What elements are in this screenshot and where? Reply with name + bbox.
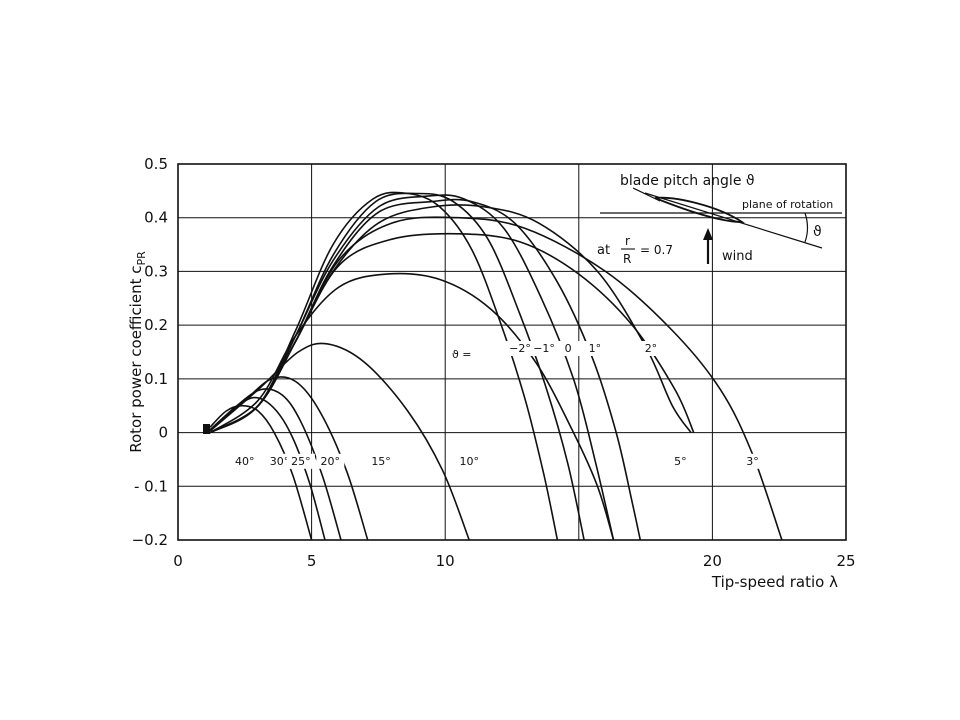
curve-label-15°: 15° <box>371 455 391 468</box>
x-tick-label: 20 <box>703 552 722 570</box>
curve-pitch-2° <box>209 204 692 434</box>
y-tick-label: 0 <box>158 424 168 442</box>
x-tick-label: 10 <box>436 552 455 570</box>
curve-label-40°: 40° <box>235 455 255 468</box>
curve-label-3°: 3° <box>746 455 759 468</box>
ratio-value: = 0.7 <box>640 243 673 257</box>
inset-title: blade pitch angle ϑ <box>620 173 755 189</box>
x-axis-title: Tip-speed ratio λ <box>711 573 838 591</box>
curve-pitch-15° <box>209 342 470 541</box>
x-tick-label: 25 <box>836 552 855 570</box>
curve-label-bg <box>636 341 665 356</box>
chord-line <box>644 192 823 249</box>
curve-label-30°: 30° <box>270 455 290 468</box>
plane-of-rotation-label: plane of rotation <box>742 198 833 211</box>
theta-prefix: ϑ = <box>452 348 472 361</box>
y-axis-title: Rotor power coefficient cPR <box>127 251 148 453</box>
y-tick-label: 0.2 <box>144 316 168 334</box>
wind-arrow-head <box>703 228 713 240</box>
curve-label-bg <box>230 453 259 469</box>
y-tick-label: 0.3 <box>144 262 168 280</box>
curve-label-bg <box>530 341 559 356</box>
curve-label-bg <box>666 453 695 469</box>
pitch-angle-symbol: ϑ <box>813 224 822 240</box>
curve-label-10°: 10° <box>459 455 479 468</box>
curve-label-bg <box>316 453 345 469</box>
wind-label: wind <box>722 249 753 264</box>
curve-label-−1°: −1° <box>533 342 555 355</box>
curve-label-2°: 2° <box>645 342 658 355</box>
plot-frame <box>177 163 847 541</box>
y-tick-label: 0.1 <box>144 370 168 388</box>
blade-pitch-inset: blade pitch angle ϑ plane of rotation ϑ … <box>597 173 842 266</box>
curve-label-20°: 20° <box>321 455 341 468</box>
at-label: at <box>597 243 610 258</box>
curve-pitch-40° <box>209 404 313 541</box>
curve-label-bg <box>738 453 767 469</box>
r-numerator: r <box>625 234 630 248</box>
r-denominator: R <box>623 252 631 266</box>
curve-label-bg <box>506 341 535 356</box>
tick-labels: 0.5 0.4 0.3 0.2 0.1 0 - 0.1 −0.2 0 5 10 20 25 <box>132 155 856 570</box>
curve-label-25°: 25° <box>291 455 311 468</box>
curve-label-1°: 1° <box>589 342 602 355</box>
airfoil-shape <box>654 196 745 223</box>
x-tick-label: 0 <box>173 552 183 570</box>
curves <box>209 191 783 541</box>
curve-label-bg <box>554 341 583 356</box>
x-tick-label: 5 <box>307 552 317 570</box>
curve-label-0: 0 <box>565 342 572 355</box>
curve-label-bg <box>367 453 396 469</box>
curve-labels: 40° 30° 25° 20° 15° 10° 5° 3° 2° 1° 0 −1°−2° <box>230 341 767 469</box>
curve-label-bg <box>580 341 609 356</box>
curve-label-5°: 5° <box>674 455 687 468</box>
curve-pitch-25° <box>209 388 342 541</box>
curve-pitch-1° <box>209 198 642 541</box>
curve-pitch-−1° <box>209 192 585 541</box>
curve-pitch-10° <box>209 272 615 541</box>
y-tick-label: 0.4 <box>144 209 168 227</box>
curve-pitch-5° <box>209 232 695 434</box>
y-tick-label: −0.2 <box>132 531 168 549</box>
curve-label-bg <box>265 453 294 469</box>
curve-pitch-−2° <box>209 191 559 541</box>
curve-label-−2°: −2° <box>509 342 531 355</box>
y-tick-label: 0.5 <box>144 155 168 173</box>
curve-label-bg <box>455 453 484 469</box>
curve-label-bg <box>286 453 315 469</box>
origin-marker <box>203 424 210 434</box>
curve-pitch-0 <box>209 194 615 541</box>
pitch-angle-arc <box>804 212 809 243</box>
y-tick-label: - 0.1 <box>134 477 168 495</box>
